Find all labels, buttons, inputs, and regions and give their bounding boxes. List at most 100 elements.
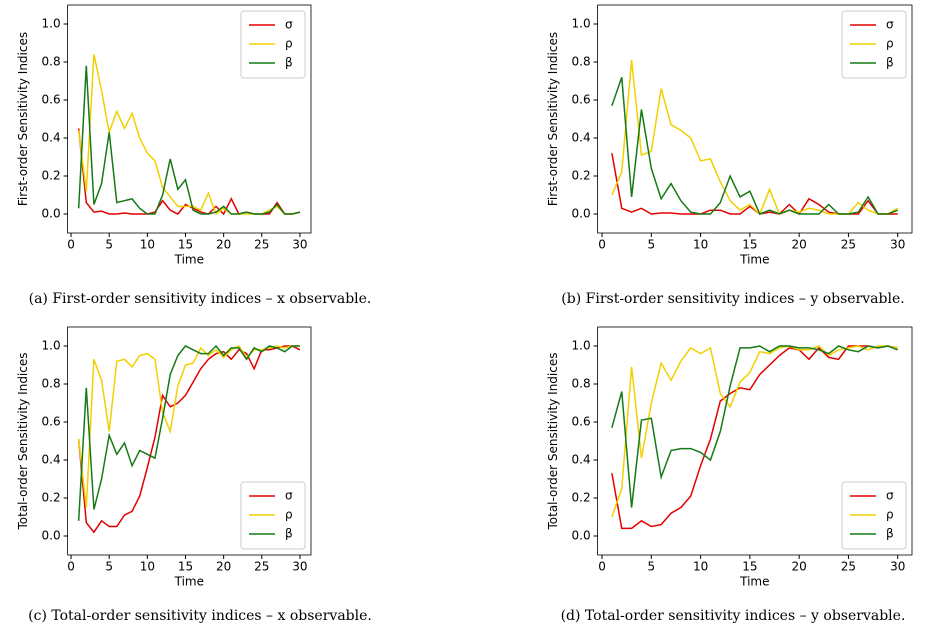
x-tick-label: 0: [67, 560, 75, 574]
y-tick-label: 0.4: [42, 131, 61, 145]
x-tick-label: 20: [792, 560, 807, 574]
x-tick-label: 15: [742, 238, 757, 252]
y-axis-label: Total-order Sensitivity Indices: [546, 352, 560, 530]
x-tick-label: 0: [598, 560, 606, 574]
x-tick-label: 10: [140, 238, 155, 252]
plot-area: [77, 344, 301, 534]
x-tick-label: 10: [693, 560, 708, 574]
x-tick-label: 15: [178, 560, 193, 574]
y-tick-label: 0.6: [42, 415, 61, 429]
y-tick-label: 0.4: [42, 453, 61, 467]
y-tick-label: 0.0: [42, 529, 61, 543]
x-tick-label: 30: [890, 238, 905, 252]
legend-label: ρ: [886, 37, 894, 51]
y-tick-label: 0.8: [42, 55, 61, 69]
x-tick-label: 30: [292, 238, 307, 252]
series-line: [611, 345, 898, 518]
x-tick-label: 5: [105, 560, 113, 574]
x-tick-label: 15: [178, 238, 193, 252]
x-axis-label: Time: [174, 253, 204, 267]
legend-label: σ: [285, 18, 293, 32]
x-tick-label: 30: [890, 560, 905, 574]
x-tick-label: 25: [254, 238, 269, 252]
y-axis-label: Total-order Sensitivity Indices: [16, 352, 30, 530]
y-tick-label: 0.0: [572, 207, 591, 221]
axes-frame: [597, 326, 913, 556]
series-line: [611, 345, 898, 530]
x-tick-label: 10: [693, 238, 708, 252]
series-line: [77, 128, 301, 216]
plot-area: [611, 345, 898, 530]
y-tick-label: 0.6: [572, 415, 591, 429]
subplot: 0 5 10 15 20 25 30 0.0 0.2 0.4 0.6 0.8 1.0 Time Total-…: [546, 326, 913, 624]
subplot: 0 5 10 15 20 25 30 0.0 0.2 0.4 0.6 0.8 1.0 Time First-…: [546, 4, 913, 307]
series-line: [77, 345, 300, 508]
y-tick-label: 0.0: [572, 529, 591, 543]
caption: (b) First-order sensitivity indices – y …: [561, 291, 904, 307]
y-tick-label: 1.0: [42, 339, 61, 353]
legend-label: β: [886, 56, 894, 70]
series-line: [611, 60, 899, 216]
legend-label: ρ: [285, 37, 293, 51]
plot-area: [611, 60, 899, 216]
x-tick-label: 15: [742, 560, 757, 574]
legend-label: σ: [886, 489, 894, 503]
y-tick-label: 0.4: [572, 453, 591, 467]
x-tick-label: 25: [254, 560, 269, 574]
y-tick-label: 0.2: [42, 169, 61, 183]
axes-frame: [67, 326, 312, 556]
y-tick-label: 0.8: [42, 377, 61, 391]
x-axis-label: Time: [174, 575, 204, 589]
y-tick-label: 0.2: [42, 491, 61, 505]
series-line: [611, 153, 898, 216]
axes-frame: [597, 4, 913, 234]
legend-label: σ: [285, 489, 293, 503]
legend-label: β: [285, 527, 293, 541]
y-tick-label: 0.4: [572, 131, 591, 145]
y-axis-label: First-order Sensitivity Indices: [546, 32, 560, 206]
legend-label: σ: [886, 18, 894, 32]
x-tick-label: 0: [598, 238, 606, 252]
y-tick-label: 0.2: [572, 491, 591, 505]
subplot: 0 5 10 15 20 25 30 0.0 0.2 0.4 0.6 0.8 1.0 Time First-…: [16, 4, 372, 307]
x-tick-label: 5: [105, 238, 113, 252]
x-tick-label: 5: [647, 560, 655, 574]
x-tick-label: 10: [140, 560, 155, 574]
legend-label: β: [285, 56, 293, 70]
subplot: 0 5 10 15 20 25 30 0.0 0.2 0.4 0.6 0.8 1.0 Time Total-…: [16, 326, 372, 624]
caption: (a) First-order sensitivity indices – x …: [29, 291, 372, 307]
x-tick-label: 20: [216, 560, 231, 574]
x-tick-label: 25: [841, 560, 856, 574]
y-axis-label: First-order Sensitivity Indices: [16, 32, 30, 206]
plot-area: [77, 54, 301, 216]
caption: (c) Total-order sensitivity indices – x …: [28, 608, 372, 624]
x-tick-label: 0: [67, 238, 75, 252]
x-axis-label: Time: [739, 575, 769, 589]
legend-label: β: [886, 527, 894, 541]
y-tick-label: 0.2: [572, 169, 591, 183]
x-axis-label: Time: [739, 253, 769, 267]
legend-label: ρ: [285, 508, 293, 522]
y-tick-label: 0.6: [572, 93, 591, 107]
y-tick-label: 1.0: [42, 17, 61, 31]
y-tick-label: 1.0: [572, 339, 591, 353]
caption: (d) Total-order sensitivity indices – y …: [561, 608, 906, 624]
x-tick-label: 20: [792, 238, 807, 252]
y-tick-label: 0.0: [42, 207, 61, 221]
series-line: [77, 65, 301, 215]
y-tick-label: 0.6: [42, 93, 61, 107]
legend-label: ρ: [886, 508, 894, 522]
axes-frame: [67, 4, 312, 234]
y-tick-label: 1.0: [572, 17, 591, 31]
y-tick-label: 0.8: [572, 377, 591, 391]
x-tick-label: 30: [292, 560, 307, 574]
y-tick-label: 0.8: [572, 55, 591, 69]
x-tick-label: 20: [216, 238, 231, 252]
series-line: [77, 344, 300, 521]
series-line: [611, 76, 898, 215]
series-line: [611, 345, 898, 508]
x-tick-label: 25: [841, 238, 856, 252]
x-tick-label: 5: [647, 238, 655, 252]
